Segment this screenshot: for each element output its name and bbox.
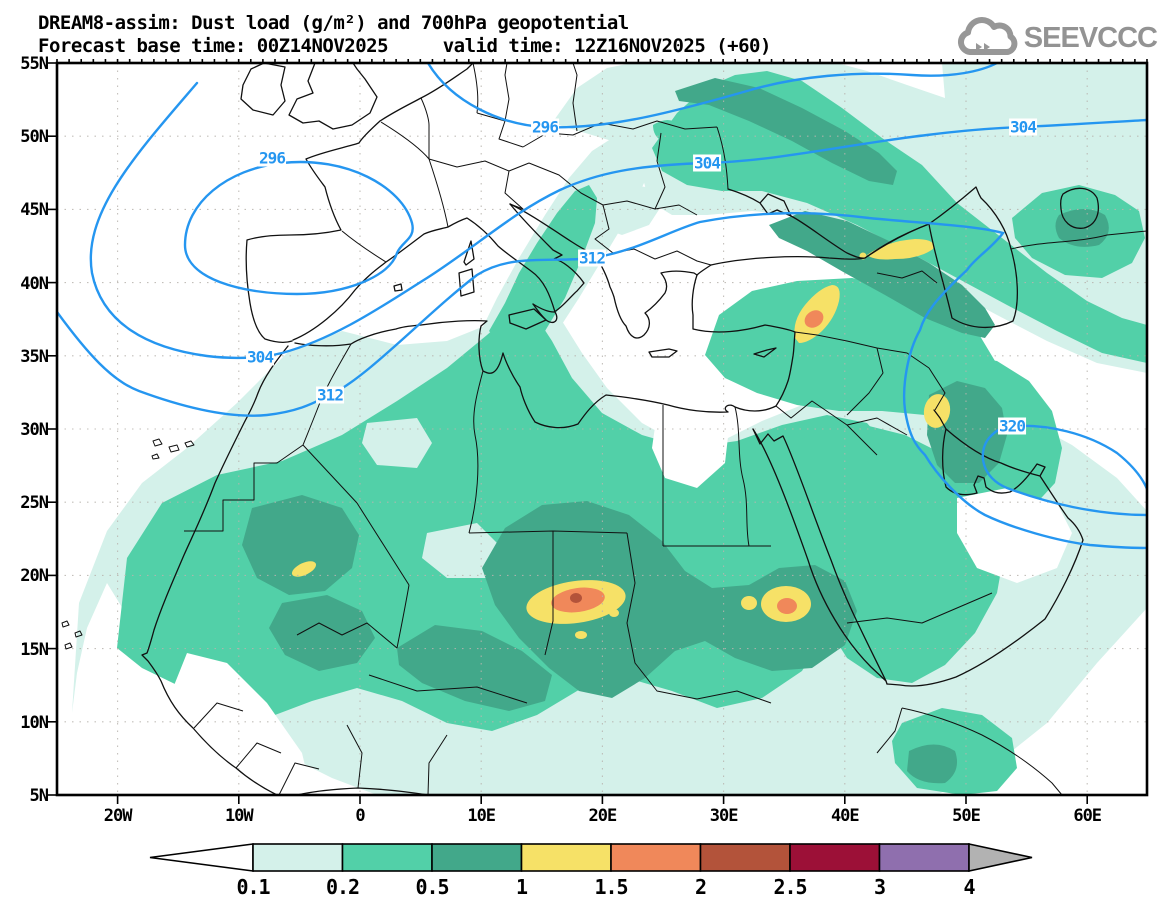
lon-label-30E: 30E [709, 806, 739, 826]
geopotential-label-296: 296 [531, 117, 559, 137]
geopotential-label-304: 304 [1009, 117, 1037, 137]
lat-label-5N: 5N [29, 786, 49, 806]
lat-label-25N: 25N [20, 493, 49, 514]
geopotential-label-304: 304 [693, 153, 721, 173]
colorbar-value-2: 2 [694, 875, 707, 899]
lat-label-50N: 50N [20, 127, 49, 148]
colorbar-segment-2 [341, 843, 433, 872]
coastlines-and-borders [61, 63, 1147, 795]
lat-label-40N: 40N [20, 273, 49, 294]
lon-label-40E: 40E [830, 806, 860, 826]
lat-label-30N: 30N [20, 420, 49, 440]
colorbar-segment-6 [699, 843, 791, 872]
colorbar-value-3: 3 [873, 875, 886, 899]
colorbar-value-2.5: 2.5 [773, 875, 807, 899]
axis-ticks [48, 59, 1148, 804]
colorbar [149, 843, 1033, 872]
colorbar-value-0.5: 0.5 [415, 875, 449, 899]
colorbar-segment-1 [252, 843, 344, 872]
chart-subtitle-forecast-times: Forecast base time: 00Z14NOV2025 valid t… [38, 35, 771, 57]
geopotential-label-320: 320 [998, 416, 1026, 436]
geopotential-label-296: 296 [258, 148, 286, 168]
lat-label-20N: 20N [20, 566, 49, 587]
lat-label-10N: 10N [20, 712, 49, 733]
colorbar-segment-7 [789, 843, 881, 872]
geopotential-label-312: 312 [316, 385, 344, 405]
lon-label-0: 0 [355, 806, 365, 826]
colorbar-value-1.5: 1.5 [594, 875, 628, 899]
geopotential-label-304: 304 [246, 347, 274, 367]
dust-load-fills [72, 63, 1147, 795]
map-area [55, 61, 1149, 797]
chart-title: DREAM8-assim: Dust load (g/m²) and 700hP… [38, 12, 629, 34]
lat-label-55N: 55N [20, 54, 49, 74]
colorbar-value-0.1: 0.1 [236, 875, 270, 899]
lon-label-20E: 20E [588, 806, 618, 826]
lat-label-15N: 15N [20, 639, 49, 660]
lon-label-20W: 20W [103, 806, 133, 826]
lon-label-10W: 10W [224, 806, 254, 826]
colorbar-segment-8 [878, 843, 970, 872]
colorbar-value-1: 1 [515, 875, 528, 899]
lat-label-35N: 35N [20, 346, 49, 367]
colorbar-segment-3 [431, 843, 523, 872]
geopotential-label-312: 312 [578, 248, 606, 268]
colorbar-value-4: 4 [963, 875, 975, 899]
lon-label-10E: 10E [467, 806, 496, 826]
lon-label-60E: 60E [1073, 806, 1102, 826]
colorbar-value-0.2: 0.2 [325, 875, 360, 899]
colorbar-segment-4 [520, 843, 612, 872]
lat-label-45N: 45N [20, 200, 49, 221]
geopotential-contours [57, 63, 1147, 550]
colorbar-segment-5 [610, 843, 702, 872]
seevccc-logo: SEEVCCC [956, 16, 1158, 60]
lon-label-50E: 50E [952, 806, 981, 826]
logo-text: SEEVCCC [1023, 21, 1158, 54]
cloud-logo-icon [957, 17, 1018, 55]
